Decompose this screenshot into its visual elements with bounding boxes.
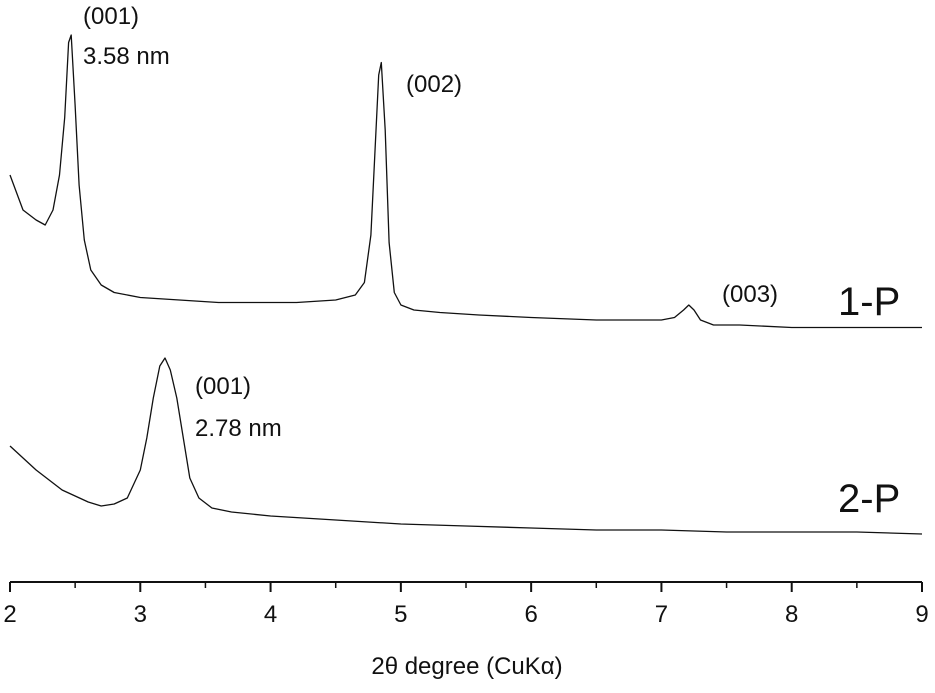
series-line-1-p <box>9 34 922 329</box>
x-axis-ticks: 2 3 4 5 6 7 8 9 <box>3 582 929 628</box>
x-tick-label: 3 <box>134 601 147 628</box>
x-tick-label: 2 <box>3 601 16 628</box>
peak-label-1p-002-index: (002) <box>406 71 462 98</box>
x-axis-title: 2θ degree (CuKα) <box>371 653 562 680</box>
series-label-1p: 1-P <box>838 280 900 324</box>
peak-label-1p-003-index: (003) <box>722 281 778 308</box>
peak-label-1p-001-spacing: 3.58 nm <box>83 43 170 70</box>
x-tick-label: 9 <box>915 601 928 628</box>
peak-label-2p-001-index: (001) <box>195 373 251 400</box>
x-tick-label: 4 <box>264 601 277 628</box>
peak-label-1p-001-index: (001) <box>83 3 139 30</box>
x-tick-label: 6 <box>524 601 537 628</box>
x-tick-label: 8 <box>785 601 798 628</box>
x-tick-label: 7 <box>655 601 668 628</box>
series-label-2p: 2-P <box>838 477 900 521</box>
curves-group <box>9 34 923 535</box>
x-tick-label: 5 <box>394 601 407 628</box>
series-line-2-p <box>9 357 923 535</box>
peak-label-2p-001-spacing: 2.78 nm <box>195 415 282 442</box>
